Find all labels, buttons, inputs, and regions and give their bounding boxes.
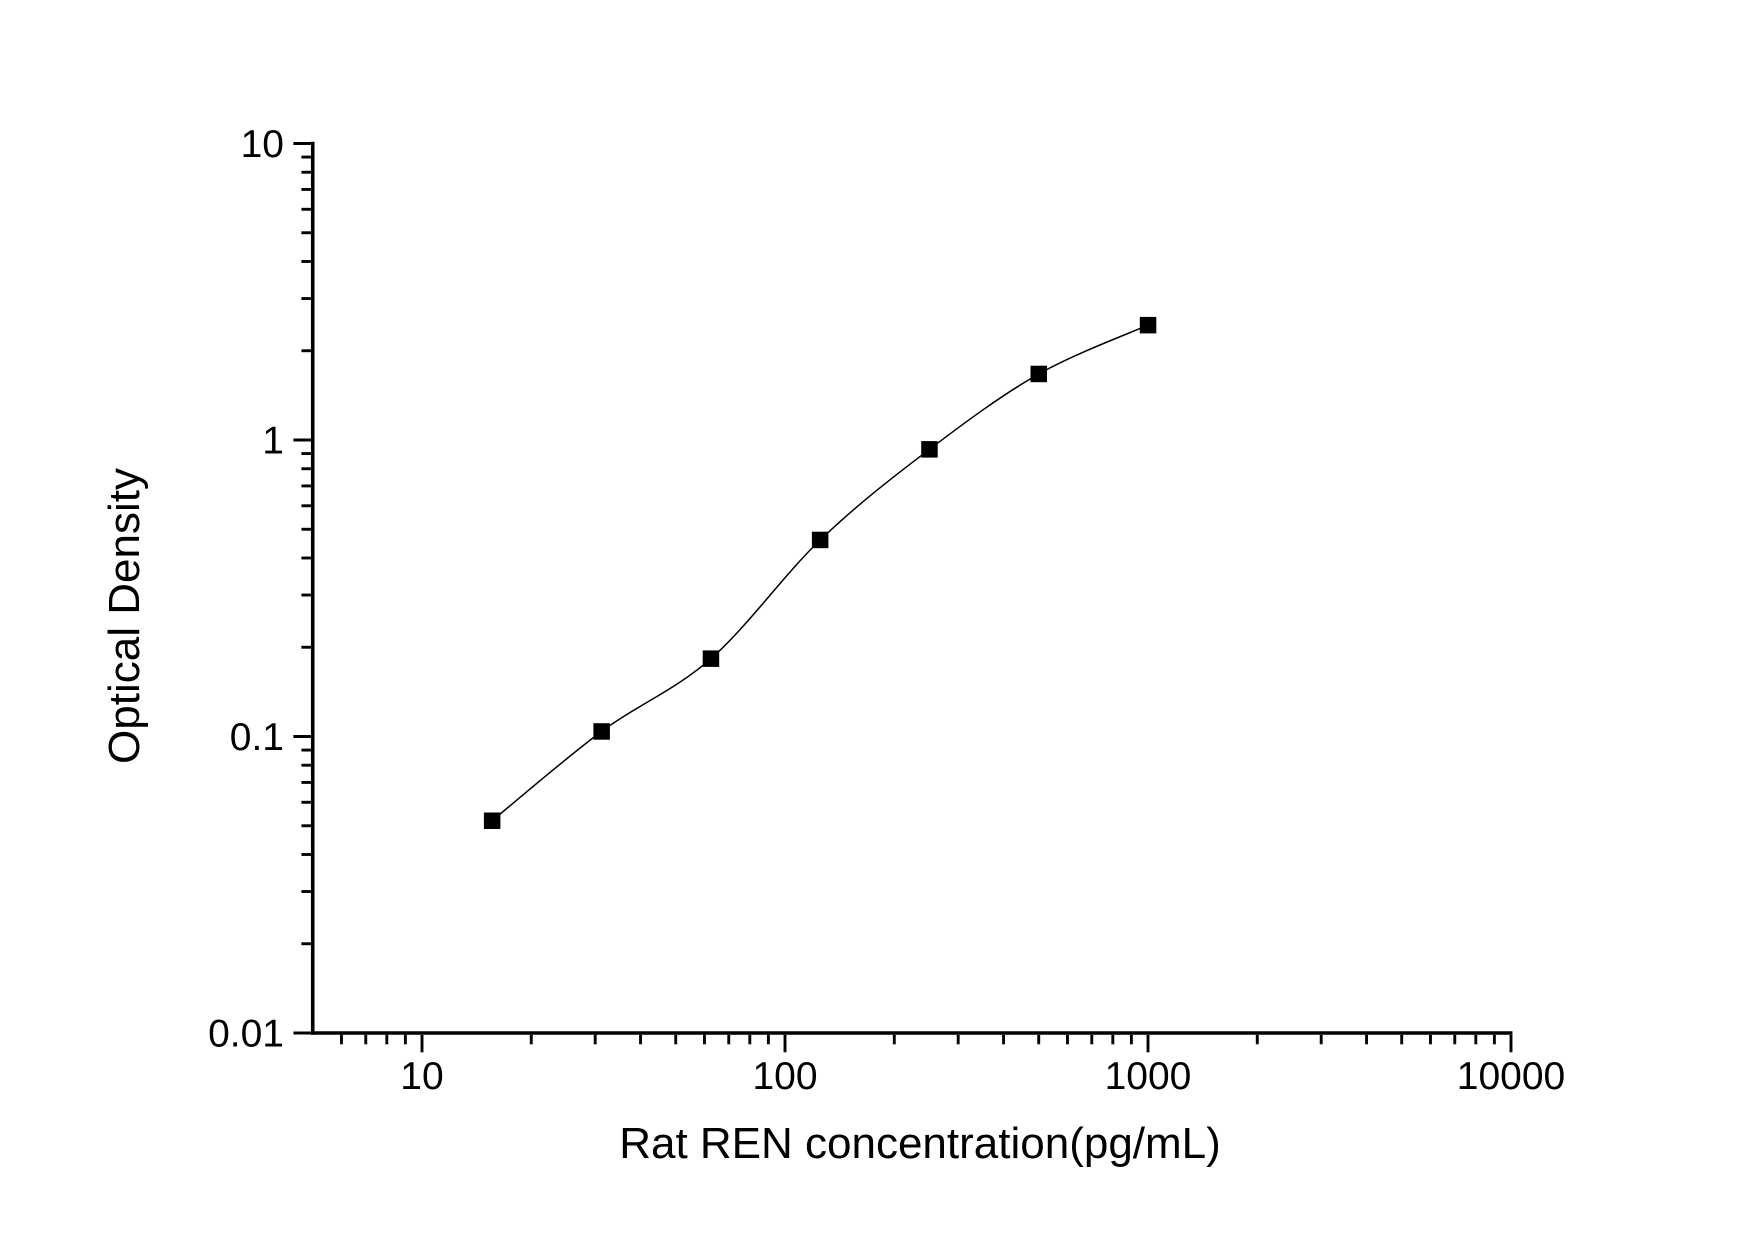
data-point-marker [702, 650, 720, 667]
data-point-marker [811, 531, 829, 549]
y-tick-label: 0.01 [208, 1013, 284, 1056]
x-tick-label: 10 [400, 1055, 443, 1098]
y-tick-label: 1 [262, 420, 284, 463]
fit-curve-line [491, 324, 1149, 822]
y-axis-title: Optical Density [100, 468, 149, 764]
data-point-marker [593, 723, 610, 740]
data-point-marker [1030, 365, 1047, 383]
y-tick-label: 0.1 [230, 716, 284, 759]
x-tick-label: 100 [752, 1055, 817, 1098]
data-point-marker [1139, 316, 1157, 334]
y-tick-label: 10 [241, 123, 284, 166]
data-point-marker [921, 441, 938, 458]
data-point-marker [483, 812, 501, 829]
x-axis-title: Rat REN concentration(pg/mL) [619, 1119, 1221, 1168]
plot-series [483, 316, 1157, 829]
x-tick-label: 10000 [1457, 1055, 1565, 1098]
axes: 10 100 1000 10000 0.01 0.1 1 10 [208, 123, 1565, 1098]
x-tick-label: 1000 [1105, 1055, 1192, 1098]
